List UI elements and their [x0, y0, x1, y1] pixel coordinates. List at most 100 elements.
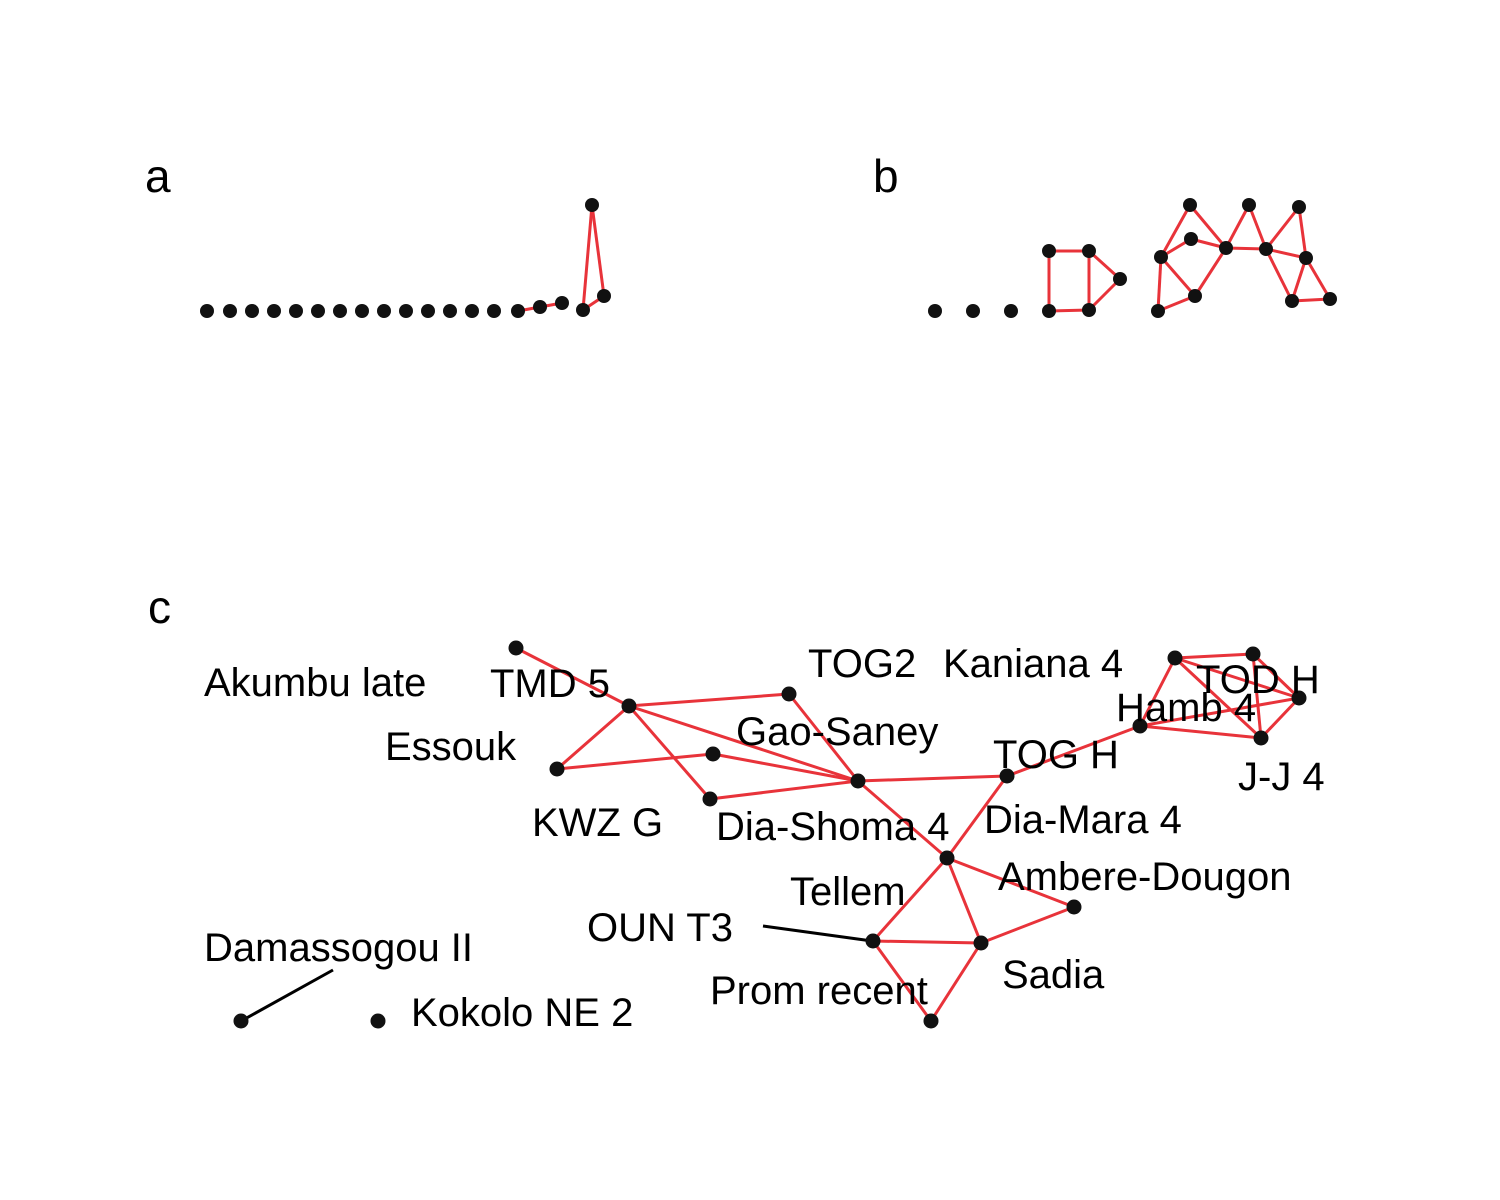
edge-c_kaniana-c_todh2	[1174, 656, 1300, 700]
edge-c_tmd5-c_tog2	[628, 692, 790, 708]
edge-b8-b9	[1156, 256, 1163, 312]
edge-b15-b16	[1264, 206, 1301, 250]
label-sadia: Sadia	[1002, 953, 1105, 997]
node-c_todh2	[1291, 690, 1307, 706]
edges-layer	[515, 204, 1332, 1022]
node-b15	[1259, 242, 1273, 256]
node-b13	[1219, 241, 1233, 255]
node-a3	[267, 304, 281, 318]
edge-c_togh-c_diamara	[945, 775, 1009, 859]
edge-b17-b18	[1290, 257, 1308, 302]
node-b10	[1188, 289, 1202, 303]
node-a14	[511, 304, 525, 318]
node-c_hamb	[1132, 718, 1148, 734]
leader-lines-layer	[242, 924, 873, 1022]
node-a9	[399, 304, 413, 318]
edge-c_todh-c_jj	[1251, 653, 1263, 739]
nodes-layer	[200, 198, 1337, 1029]
edge-b16-b17	[1297, 206, 1308, 259]
label-tog-h: TOG H	[993, 733, 1119, 777]
node-c_diashoma	[850, 773, 866, 789]
edge-c_oun-c_prom	[871, 940, 933, 1022]
node-b4	[1082, 303, 1096, 317]
label-hamb-4: Hamb 4	[1116, 686, 1256, 730]
label-oun-t3: OUN T3	[587, 906, 733, 950]
node-a0	[200, 304, 214, 318]
node-c_diamara	[939, 850, 955, 866]
edge-c_diashoma-c_diamara	[857, 779, 948, 860]
node-c_damasso	[233, 1013, 249, 1029]
panel-label-a: a	[145, 150, 171, 202]
node-a2	[245, 304, 259, 318]
node-a15	[533, 300, 547, 314]
label-leader-line	[242, 968, 334, 1022]
label-tellem: Tellem	[790, 870, 906, 914]
node-a6	[333, 304, 347, 318]
node-c_kaniana	[1167, 650, 1183, 666]
node-c_tmd5	[621, 698, 637, 714]
label-tog2: TOG2	[808, 642, 916, 686]
edge-c_diamara-c_ambere	[946, 856, 1075, 909]
label-ambere-dougon: Ambere-Dougon	[998, 855, 1292, 899]
edge-c_gao-c_diashoma	[712, 752, 859, 783]
label-kwz-g: KWZ G	[532, 801, 663, 845]
edge-c_akumbu-c_tmd5	[515, 646, 630, 708]
edge-a17-a19	[581, 204, 594, 311]
edge-c_hamb-c_kaniana	[1138, 657, 1177, 727]
edge-c_tmd5-c_kwz	[627, 705, 712, 800]
node-c_akumbu	[508, 640, 524, 656]
edge-b9-b10	[1159, 256, 1197, 297]
edge-c_togh-c_hamb	[1006, 724, 1141, 778]
edge-c_hamb-c_jj	[1139, 724, 1262, 740]
label-kaniana-4: Kaniana 4	[943, 642, 1123, 686]
node-b12	[1183, 198, 1197, 212]
node-b16	[1292, 200, 1306, 214]
node-b9	[1154, 250, 1168, 264]
node-b18	[1285, 294, 1299, 308]
edge-b7-b4	[1087, 277, 1122, 312]
edge-c_diamara-c_sadia	[945, 857, 983, 944]
edge-b12-b13	[1188, 204, 1228, 249]
node-c_gao	[705, 746, 721, 762]
edge-a19-a18	[590, 204, 606, 297]
label-tod-h: TOD H	[1196, 658, 1320, 702]
node-c_essouk	[549, 761, 565, 777]
node-c_jj	[1253, 730, 1269, 746]
node-a17	[576, 303, 590, 317]
node-c_oun	[865, 933, 881, 949]
node-a18	[597, 289, 611, 303]
node-b1	[966, 304, 980, 318]
label-kokolo-ne-2: Kokolo NE 2	[411, 991, 633, 1035]
label-j-j-4: J-J 4	[1238, 755, 1325, 799]
edge-c_sadia-c_prom	[929, 942, 983, 1022]
node-c_togh	[999, 768, 1015, 784]
edge-c_tmd5-c_diashoma	[628, 704, 859, 783]
label-damassogou-ii: Damassogou II	[204, 926, 473, 970]
node-b0	[928, 304, 942, 318]
node-c_sadia	[973, 935, 989, 951]
edge-c_oun-c_sadia	[872, 939, 982, 945]
node-b17	[1299, 251, 1313, 265]
edge-c_tog2-c_diashoma	[787, 693, 860, 782]
edge-c_ambere-c_sadia	[980, 905, 1075, 945]
node-a1	[223, 304, 237, 318]
node-a11	[443, 304, 457, 318]
edge-c_diashoma-c_togh	[857, 774, 1008, 783]
node-b2	[1004, 304, 1018, 318]
edge-c_kwz-c_diashoma	[709, 779, 859, 801]
node-a4	[289, 304, 303, 318]
edge-c_hamb-c_todh2	[1139, 696, 1300, 728]
edge-c_essouk-c_gao	[556, 752, 714, 771]
label-dia-mara-4: Dia-Mara 4	[984, 798, 1182, 842]
edge-c_todh-c_todh2	[1251, 652, 1301, 700]
label-tmd-5: TMD 5	[490, 662, 610, 706]
label-essouk: Essouk	[385, 725, 517, 769]
node-c_tog2	[781, 686, 797, 702]
node-b7	[1113, 272, 1127, 286]
node-a13	[487, 304, 501, 318]
panel-label-c: c	[148, 581, 171, 633]
edge-c_todh2-c_jj	[1259, 696, 1301, 740]
node-a7	[355, 304, 369, 318]
label-gao-saney: Gao-Saney	[736, 710, 938, 754]
